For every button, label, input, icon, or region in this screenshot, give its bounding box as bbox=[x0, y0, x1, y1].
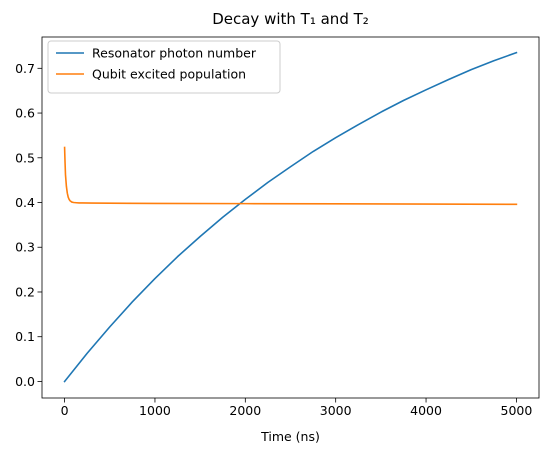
y-tick-label: 0.1 bbox=[15, 329, 35, 344]
x-axis: 0 1000 2000 3000 4000 5000 bbox=[61, 398, 533, 418]
y-tick-label: 0.0 bbox=[15, 374, 35, 389]
legend: Resonator photon number Qubit excited pop… bbox=[47, 40, 281, 94]
legend-box bbox=[47, 40, 281, 94]
y-tick-label: 0.3 bbox=[15, 240, 35, 255]
y-tick-label: 0.2 bbox=[15, 284, 35, 299]
x-tick-label: 5000 bbox=[501, 403, 533, 418]
x-tick-label: 0 bbox=[61, 403, 69, 418]
y-tick-label: 0.7 bbox=[15, 61, 35, 76]
x-axis-title: Time (ns) bbox=[260, 429, 320, 444]
x-tick-label: 3000 bbox=[320, 403, 352, 418]
y-tick-label: 0.4 bbox=[15, 195, 35, 210]
legend-label: Qubit excited population bbox=[92, 67, 246, 82]
x-tick-label: 4000 bbox=[410, 403, 442, 418]
chart-title: Decay with T₁ and T₂ bbox=[212, 10, 369, 28]
x-tick-label: 2000 bbox=[229, 403, 261, 418]
x-tick-label: 1000 bbox=[139, 403, 171, 418]
plot-frame bbox=[41, 36, 540, 399]
legend-label: Resonator photon number bbox=[92, 46, 257, 61]
series-layer bbox=[63, 51, 518, 383]
y-tick-label: 0.6 bbox=[15, 106, 35, 121]
y-tick-label: 0.5 bbox=[15, 150, 35, 165]
y-axis: 0.0 0.1 0.2 0.3 0.4 0.5 0.6 0.7 bbox=[15, 61, 42, 389]
series-line-2 bbox=[63, 146, 518, 206]
series-line-1 bbox=[63, 51, 518, 383]
